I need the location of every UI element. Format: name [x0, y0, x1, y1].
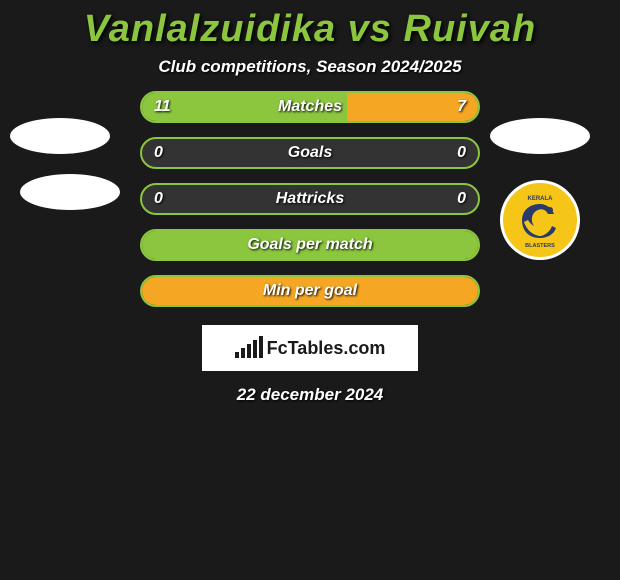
chart-icon-bar: [241, 348, 245, 358]
svg-text:BLASTERS: BLASTERS: [525, 243, 555, 249]
stat-value-right: 7: [457, 98, 466, 116]
stat-label: Hattricks: [276, 190, 344, 208]
stat-row-goals-per-match: Goals per match: [140, 229, 480, 261]
stat-row-min-per-goal: Min per goal: [140, 275, 480, 307]
stat-value-left: 11: [154, 98, 171, 116]
brand-box: FcTables.com: [202, 325, 418, 371]
svg-text:KERALA: KERALA: [528, 196, 554, 202]
stat-row-goals: 0 0 Goals: [140, 137, 480, 169]
comparison-title: Vanlalzuidika vs Ruivah: [0, 0, 620, 51]
team-right-badge: KERALA BLASTERS: [500, 180, 580, 260]
kerala-blasters-icon: KERALA BLASTERS: [510, 190, 570, 250]
stat-value-left: 0: [154, 190, 163, 208]
bar-chart-icon: [235, 338, 263, 358]
team-left-badge-placeholder: [20, 174, 120, 210]
chart-icon-bar: [247, 344, 251, 358]
player-right-avatar-placeholder: [490, 118, 590, 154]
chart-icon-bar: [253, 340, 257, 358]
brand-text: FcTables.com: [267, 338, 386, 359]
stat-value-right: 0: [457, 190, 466, 208]
stat-row-hattricks: 0 0 Hattricks: [140, 183, 480, 215]
stat-row-matches: 11 7 Matches: [140, 91, 480, 123]
stat-value-left: 0: [154, 144, 163, 162]
stat-label: Goals: [288, 144, 332, 162]
chart-icon-bar: [259, 336, 263, 358]
player-left-avatar-placeholder: [10, 118, 110, 154]
stat-label: Matches: [278, 98, 342, 116]
stat-value-right: 0: [457, 144, 466, 162]
stat-label: Goals per match: [247, 236, 372, 254]
comparison-subtitle: Club competitions, Season 2024/2025: [0, 57, 620, 77]
chart-icon-bar: [235, 352, 239, 358]
snapshot-date: 22 december 2024: [0, 385, 620, 405]
stat-label: Min per goal: [263, 282, 357, 300]
